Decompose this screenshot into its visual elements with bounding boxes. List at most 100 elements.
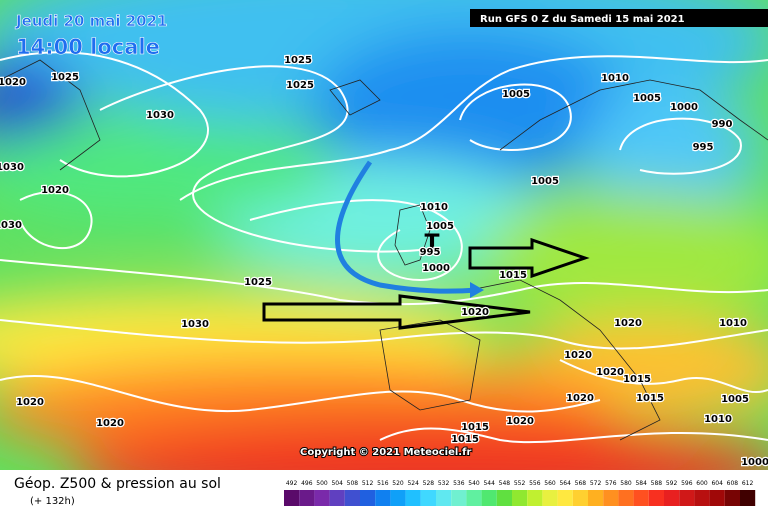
isobar-label: 1010 [420, 202, 448, 213]
legend-swatch [512, 490, 528, 506]
legend-swatch [390, 490, 406, 506]
isobar-label: 1030 [181, 319, 209, 330]
legend-label: 612 [742, 480, 754, 487]
legend-swatch [679, 490, 695, 506]
isobar-label: 1000 [741, 457, 768, 468]
legend-swatch [664, 490, 680, 506]
legend-swatch [436, 490, 452, 506]
isobar-label: 1005 [426, 221, 454, 232]
legend-label: 520 [392, 480, 404, 487]
jet-arrow-head [470, 282, 484, 298]
legend-label: 588 [651, 480, 663, 487]
legend-swatch [694, 490, 710, 506]
isobar-label: 1030 [0, 220, 22, 231]
isobar-label: 1015 [623, 374, 651, 385]
legend-label: 580 [620, 480, 632, 487]
legend-label: 576 [605, 480, 617, 487]
legend-label: 604 [711, 480, 723, 487]
low-marker: T [424, 231, 439, 256]
legend-label: 516 [377, 480, 389, 487]
isobar-label: 1010 [601, 73, 629, 84]
isobar-label: 1020 [461, 307, 489, 318]
isobars [0, 51, 768, 444]
legend-swatch [542, 490, 558, 506]
legend-swatch [618, 490, 634, 506]
isobar-label: 995 [693, 142, 714, 153]
forecast-time: 14:00 locale [16, 35, 160, 59]
legend-label: 568 [575, 480, 587, 487]
legend-swatch [344, 490, 360, 506]
legend-label: 548 [499, 480, 511, 487]
jet-arrow [335, 160, 479, 294]
isobar-label: 1000 [422, 263, 450, 274]
footer-lead: (+ 132h) [30, 496, 75, 507]
isobar-label: 1020 [96, 418, 124, 429]
legend-swatch [284, 490, 300, 506]
legend-swatch [648, 490, 664, 506]
legend-swatch [588, 490, 604, 506]
coastlines [0, 59, 768, 441]
legend-label: 544 [483, 480, 495, 487]
isobar-label: 1020 [596, 367, 624, 378]
isobar-label: 1025 [244, 277, 272, 288]
forecast-date: Jeudi 20 mai 2021 [15, 12, 168, 30]
isobar-label: 1030 [146, 110, 174, 121]
legend-label: 552 [514, 480, 526, 487]
legend-label: 596 [681, 480, 693, 487]
legend-swatch [496, 490, 512, 506]
isobar-label: 1025 [284, 55, 312, 66]
isobar-label: 1015 [636, 393, 664, 404]
legend-label: 492 [286, 480, 298, 487]
legend-swatch [420, 490, 436, 506]
legend-swatch [724, 490, 740, 506]
isobar-label: 1015 [451, 434, 479, 445]
legend-label: 592 [666, 480, 678, 487]
isobar-label: 990 [712, 119, 733, 130]
legend-swatch [481, 490, 497, 506]
color-legend: 492 496 500 504 508 512 516 520 524 528 532 536 540 5… [284, 480, 756, 506]
legend-label: 584 [635, 480, 647, 487]
legend-swatch [299, 490, 315, 506]
legend-label: 564 [559, 480, 571, 487]
legend-label: 528 [423, 480, 435, 487]
isobar-label: 1020 [564, 350, 592, 361]
legend-label: 536 [453, 480, 465, 487]
flow-arrow [262, 294, 531, 330]
isobar-labels: 1025 1020 1030 1025 1025 1010 1005 1005 1000 990 9… [0, 54, 768, 470]
isobar-label: 1015 [461, 422, 489, 433]
legend-label: 504 [331, 480, 343, 487]
legend-label: 600 [696, 480, 708, 487]
legend-swatch [603, 490, 619, 506]
legend-swatch [572, 490, 588, 506]
isobar-label: 995 [420, 247, 441, 258]
footer-title: Géop. Z500 & pression au sol [14, 476, 221, 492]
legend-label: 572 [590, 480, 602, 487]
legend-label: 560 [544, 480, 556, 487]
legend-swatch [360, 490, 376, 506]
legend-swatch [527, 490, 543, 506]
run-info: Run GFS 0 Z du Samedi 15 mai 2021 [480, 14, 685, 25]
legend-swatch [466, 490, 482, 506]
isobar-label: 1005 [502, 89, 530, 100]
isobar-label: 1030 [0, 162, 24, 173]
legend-swatch [451, 490, 467, 506]
legend-swatch [740, 490, 756, 506]
legend-swatch [405, 490, 421, 506]
isobar-label: 1005 [531, 176, 559, 187]
isobar-label: 1000 [670, 102, 698, 113]
isobar-label: 1020 [506, 416, 534, 427]
legend-swatch [329, 490, 345, 506]
copyright: Copyright © 2021 Meteociel.fr [300, 447, 471, 458]
isobar-label: 1020 [0, 77, 26, 88]
isobar-label: 1010 [704, 414, 732, 425]
legend-label: 556 [529, 480, 541, 487]
legend-label: 500 [316, 480, 328, 487]
legend-label: 540 [468, 480, 480, 487]
legend-label: 524 [407, 480, 419, 487]
isobar-label: 1025 [51, 72, 79, 83]
legend-label: 496 [301, 480, 313, 487]
